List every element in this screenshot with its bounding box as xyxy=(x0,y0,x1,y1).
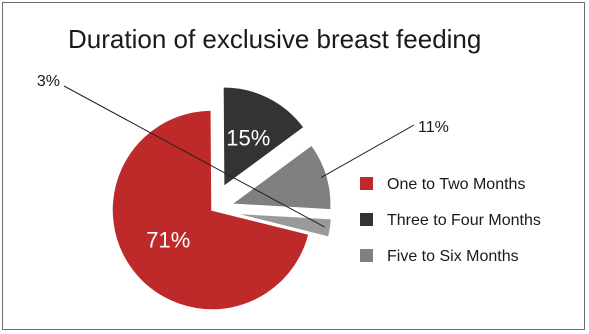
pie-slices xyxy=(111,86,333,311)
legend-swatch xyxy=(360,213,373,226)
slice-labels: 71% 15% 11% 3% xyxy=(37,73,449,253)
pie-slice-three-to-four-months xyxy=(222,86,306,189)
chart-title: Duration of exclusive breast feeding xyxy=(68,24,481,54)
pie-slice-one-to-two-months xyxy=(111,109,310,311)
leader-line xyxy=(321,124,415,178)
slice-label: 15% xyxy=(226,126,270,151)
leader-line xyxy=(63,85,325,228)
slice-label: 71% xyxy=(146,228,190,253)
pie-slice-five-to-six-months xyxy=(229,143,332,211)
legend-label: Five to Six Months xyxy=(387,248,519,265)
slice-label: 11% xyxy=(418,119,449,136)
pie-slice-unlabeled xyxy=(231,212,333,239)
legend-swatch xyxy=(360,177,373,190)
legend-swatch xyxy=(360,249,373,262)
leader-lines xyxy=(63,85,415,228)
legend-label: One to Two Months xyxy=(387,176,525,193)
legend: One to Two Months Three to Four Months Fiv… xyxy=(360,176,541,265)
slice-label: 3% xyxy=(37,73,60,90)
legend-label: Three to Four Months xyxy=(387,212,541,229)
